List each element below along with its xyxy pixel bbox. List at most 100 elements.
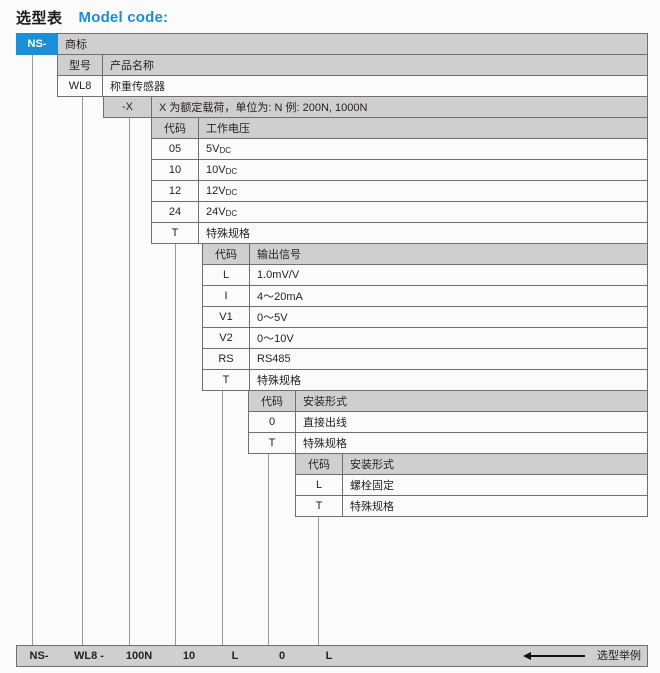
cell-desc: 商标	[57, 33, 648, 55]
table-row: 型号 产品名称	[57, 54, 648, 76]
table-row: T 特殊规格	[151, 222, 648, 244]
table-working-voltage-body: 代码 工作电压 05 5VDC 10 10VDC 12 12VDC 24 24V…	[151, 117, 648, 244]
page-title-cn: 选型表	[16, 9, 63, 27]
table-model: 型号 产品名称 WL8 称重传感器	[57, 54, 648, 97]
cell-desc: 直接出线	[295, 411, 648, 433]
cell-desc: 0～10V	[249, 327, 648, 349]
table-row: I 4～20mA	[202, 285, 648, 307]
cell-desc: 特殊规格	[249, 369, 648, 391]
table-row: 10 10VDC	[151, 159, 648, 181]
cell-desc-sub: DC	[225, 188, 238, 197]
cell-desc-sub: DC	[225, 167, 238, 176]
cell-desc-sub: DC	[219, 146, 232, 155]
connector-line-7	[318, 516, 319, 645]
connector-line-1	[32, 54, 33, 645]
table-row: T 特殊规格	[295, 495, 648, 517]
table-brand: NS- 商标	[16, 33, 648, 55]
table-row: 05 5VDC	[151, 138, 648, 160]
table-rated-load-body: -X X 为额定载荷，单位为: N 例: 200N, 1000N	[103, 96, 648, 118]
cell-desc: X 为额定载荷，单位为: N 例: 200N, 1000N	[151, 96, 648, 118]
cell-code: 代码	[202, 243, 250, 265]
connector-line-2	[82, 96, 83, 645]
table-mounting-a-body: 代码 安装形式 0 直接出线 T 特殊规格	[248, 390, 648, 454]
table-row: 代码 输出信号	[202, 243, 648, 265]
table-output-signal-body: 代码 输出信号 L 1.0mV/V I 4～20mA V1 0～5V V2 0～…	[202, 243, 648, 391]
cell-code: T	[151, 222, 199, 244]
table-row: V1 0～5V	[202, 306, 648, 328]
cell-desc: 0～5V	[249, 306, 648, 328]
cell-desc-sub: DC	[225, 209, 238, 218]
cell-code: 代码	[248, 390, 296, 412]
table-output-signal: 代码 输出信号 L 1.0mV/V I 4～20mA V1 0～5V V2 0～…	[202, 243, 648, 391]
table-row: WL8 称重传感器	[57, 75, 648, 97]
example-cell-voltage: 10	[182, 650, 196, 662]
table-mounting-b: 代码 安装形式 L 螺栓固定 T 特殊规格	[295, 453, 648, 517]
cell-desc-text: 24V	[206, 206, 226, 218]
cell-code: RS	[202, 348, 250, 370]
table-model-body: 型号 产品名称 WL8 称重传感器	[57, 54, 648, 97]
table-row: 24 24VDC	[151, 201, 648, 223]
cell-code: 24	[151, 201, 199, 223]
example-cell-model: WL8 -	[74, 650, 104, 662]
cell-code: 代码	[151, 117, 199, 139]
cell-desc: 4～20mA	[249, 285, 648, 307]
cell-code: 代码	[295, 453, 343, 475]
cell-desc: 24VDC	[198, 201, 648, 223]
cell-desc: 安装形式	[342, 453, 648, 475]
cell-desc: RS485	[249, 348, 648, 370]
cell-desc: 特殊规格	[342, 495, 648, 517]
page-title: 选型表 Model code:	[16, 4, 168, 30]
cell-code: NS-	[16, 33, 58, 55]
table-row: 12 12VDC	[151, 180, 648, 202]
page-title-en: Model code:	[78, 8, 169, 26]
connector-line-4	[175, 243, 176, 645]
table-row: T 特殊规格	[248, 432, 648, 454]
cell-code: 05	[151, 138, 199, 160]
cell-desc-text: 5V	[206, 143, 220, 155]
table-mounting-a: 代码 安装形式 0 直接出线 T 特殊规格	[248, 390, 648, 454]
table-working-voltage: 代码 工作电压 05 5VDC 10 10VDC 12 12VDC 24 24V…	[151, 117, 648, 244]
cell-desc: 10VDC	[198, 159, 648, 181]
example-cell-rated-load: 100N	[125, 650, 153, 662]
table-row: T 特殊规格	[202, 369, 648, 391]
example-cell-brand: NS-	[29, 650, 49, 662]
connector-line-3	[129, 117, 130, 645]
cell-code: WL8	[57, 75, 103, 97]
cell-code: L	[295, 474, 343, 496]
table-mounting-b-body: 代码 安装形式 L 螺栓固定 T 特殊规格	[295, 453, 648, 517]
cell-code: I	[202, 285, 250, 307]
cell-code: T	[202, 369, 250, 391]
cell-code: -X	[103, 96, 152, 118]
cell-code: V2	[202, 327, 250, 349]
cell-desc: 1.0mV/V	[249, 264, 648, 286]
cell-code: T	[248, 432, 296, 454]
cell-code: 12	[151, 180, 199, 202]
cell-desc: 输出信号	[249, 243, 648, 265]
example-cell-output: L	[231, 650, 239, 662]
cell-desc: 产品名称	[102, 54, 648, 76]
cell-code: T	[295, 495, 343, 517]
example-cell-mounting-a: 0	[278, 650, 286, 662]
example-bar: NS- WL8 - 100N 10 L 0 L 选型举例	[16, 645, 648, 667]
cell-desc-text: 10V	[206, 164, 226, 176]
cell-desc: 12VDC	[198, 180, 648, 202]
table-brand-body: NS- 商标	[16, 33, 648, 55]
cell-code: 0	[248, 411, 296, 433]
cell-code: 10	[151, 159, 199, 181]
cell-desc: 5VDC	[198, 138, 648, 160]
table-row: L 螺栓固定	[295, 474, 648, 496]
cell-desc: 特殊规格	[198, 222, 648, 244]
example-cell-mounting-b: L	[325, 650, 333, 662]
example-note: 选型举例	[597, 650, 641, 662]
cell-desc-text: 12V	[206, 185, 226, 197]
cell-desc: 安装形式	[295, 390, 648, 412]
cell-code: L	[202, 264, 250, 286]
cell-desc: 螺栓固定	[342, 474, 648, 496]
connector-line-6	[268, 453, 269, 645]
table-row: V2 0～10V	[202, 327, 648, 349]
table-row: 代码 安装形式	[295, 453, 648, 475]
table-row: 0 直接出线	[248, 411, 648, 433]
table-rated-load: -X X 为额定载荷，单位为: N 例: 200N, 1000N	[103, 96, 648, 118]
connector-line-5	[222, 390, 223, 645]
table-row: RS RS485	[202, 348, 648, 370]
